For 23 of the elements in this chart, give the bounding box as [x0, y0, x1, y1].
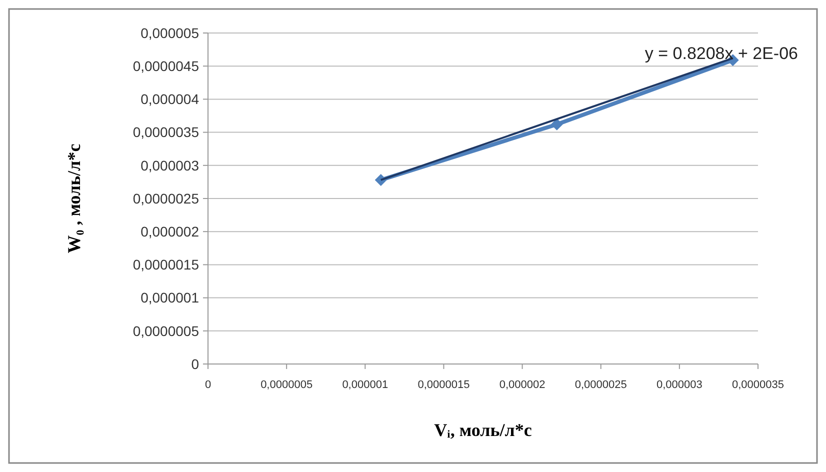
y-axis-title: W₀ , моль/л*с	[64, 144, 84, 254]
y-tick-label: 0,0000015	[132, 256, 200, 273]
x-tick-label: 0,000001	[342, 379, 388, 391]
y-tick-label: 0,0000035	[132, 124, 200, 140]
x-tick-label: 0,0000035	[732, 379, 784, 391]
x-tick-label: 0,000002	[499, 379, 546, 391]
y-tick-label: 0,000001	[140, 290, 200, 306]
y-tick-label: 0,0000025	[132, 190, 200, 206]
y-tick-label: 0,000005	[140, 24, 200, 41]
x-tick-label: 0,0000005	[260, 379, 313, 391]
y-tick-label: 0	[191, 356, 200, 372]
y-tick-label: 0,000002	[140, 224, 200, 240]
y-tick-label: 0,000003	[140, 157, 200, 174]
annotation: y = 0.8208x + 2E-06	[644, 44, 798, 63]
y-tick-label: 0,0000045	[132, 58, 200, 74]
x-tick-label: 0,0000025	[574, 379, 627, 391]
x-tick-label: 0,000003	[656, 379, 702, 391]
y-tick-label: 0,0000005	[132, 322, 200, 339]
x-tick-label: 0	[204, 379, 212, 391]
x-axis-title: Vᵢ, моль/л*с	[434, 420, 532, 440]
y-tick-label: 0,000004	[140, 91, 200, 108]
x-tick-label: 0,0000015	[418, 379, 470, 391]
point	[550, 118, 563, 130]
